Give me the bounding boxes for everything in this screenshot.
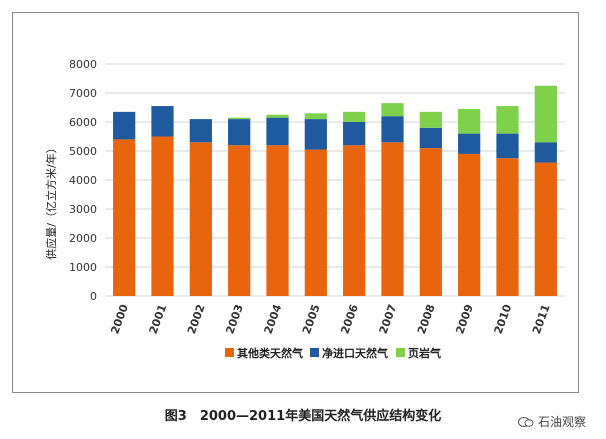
bar-segment-2001-series-1 (151, 106, 174, 137)
y-tick-label: 1000 (69, 261, 97, 274)
watermark-text: 石油观察 (537, 415, 586, 429)
bar-segment-2001-series-0 (151, 136, 174, 296)
y-axis-label: 供应量/（亿立方米/年） (44, 142, 58, 259)
legend-swatch (396, 348, 405, 357)
y-tick-label: 8000 (69, 58, 97, 71)
bar-segment-2004-series-0 (266, 145, 289, 296)
bar-segment-2008-series-1 (419, 127, 442, 149)
legend: 其他类天然气 净进口天然气 页岩气 (225, 346, 441, 360)
bar-segment-2011-series-0 (534, 162, 557, 296)
bar-segment-2008-series-0 (419, 148, 442, 296)
bar-segment-2010-series-1 (496, 133, 519, 159)
bar-segment-2005-series-1 (304, 119, 327, 150)
bar-segment-2006-series-1 (343, 122, 366, 146)
bar-segment-2002-series-1 (189, 119, 212, 143)
x-tick-label: 2009 (453, 303, 476, 336)
y-tick-label: 2000 (69, 232, 97, 245)
x-tick-label: 2008 (415, 303, 438, 336)
y-tick-label: 3000 (69, 203, 97, 216)
y-tick-label: 5000 (69, 145, 97, 158)
bar-segment-2010-series-2 (496, 106, 519, 134)
bar-segment-2007-series-1 (381, 116, 404, 143)
bar-segment-2007-series-0 (381, 142, 404, 296)
x-tick-label: 2005 (300, 303, 323, 336)
y-tick-label: 6000 (69, 116, 97, 129)
x-tick-label: 2003 (223, 303, 246, 336)
bar-segment-2011-series-2 (534, 85, 557, 143)
y-tick-label: 4000 (69, 174, 97, 187)
bar-segment-2003-series-2 (228, 117, 251, 120)
x-tick-label: 2000 (108, 302, 131, 336)
bar-segment-2011-series-1 (534, 142, 557, 163)
wechat-icon (517, 416, 534, 427)
x-tick-label: 2002 (185, 303, 208, 336)
bar-segment-2005-series-0 (304, 149, 327, 296)
watermark: 石油观察 (517, 413, 586, 430)
bar-segment-2006-series-0 (343, 145, 366, 296)
chart-frame: 0 1000 2000 3000 4000 5000 6000 7000 8000 2000 20… (12, 12, 579, 393)
bar-segment-2009-series-0 (458, 153, 481, 296)
legend-label: 页岩气 (408, 346, 441, 360)
y-tick-label: 7000 (69, 87, 97, 100)
bar-segment-2000-series-1 (113, 111, 136, 140)
bar-segment-2005-series-2 (304, 113, 327, 120)
bar-segment-2009-series-1 (458, 133, 481, 154)
x-tick-label: 2011 (530, 303, 553, 336)
legend-label: 净进口天然气 (322, 346, 388, 360)
bar-segment-2006-series-2 (343, 111, 366, 122)
bar-segment-2008-series-2 (419, 111, 442, 128)
x-axis-ticks: 2000 2001 2002 2003 2004 2005 2006 2007 2008 2009… (108, 302, 552, 336)
bar-segment-2010-series-0 (496, 158, 519, 296)
x-tick-label: 2004 (262, 302, 285, 336)
bar-segment-2007-series-2 (381, 103, 404, 117)
bar-segment-2003-series-1 (228, 119, 251, 146)
bar-segment-2009-series-2 (458, 108, 481, 134)
bar-segment-2004-series-2 (266, 114, 289, 118)
legend-swatch (310, 348, 319, 357)
bars (113, 85, 557, 296)
x-tick-label: 2010 (492, 302, 515, 336)
bar-segment-2003-series-0 (228, 145, 251, 296)
figure-caption: 图3 2000—2011年美国天然气供应结构变化 (164, 409, 442, 424)
grid-lines (105, 63, 565, 297)
y-axis-ticks: 0 1000 2000 3000 4000 5000 6000 7000 8000 (69, 58, 97, 303)
x-tick-label: 2006 (338, 302, 361, 336)
legend-swatch (225, 348, 234, 357)
bar-segment-2000-series-0 (113, 139, 136, 296)
x-tick-label: 2007 (377, 303, 400, 336)
bar-segment-2002-series-0 (189, 142, 212, 296)
y-tick-label: 0 (90, 290, 97, 303)
x-tick-label: 2001 (147, 303, 170, 336)
bar-segment-2004-series-1 (266, 117, 289, 146)
legend-label: 其他类天然气 (237, 346, 303, 360)
